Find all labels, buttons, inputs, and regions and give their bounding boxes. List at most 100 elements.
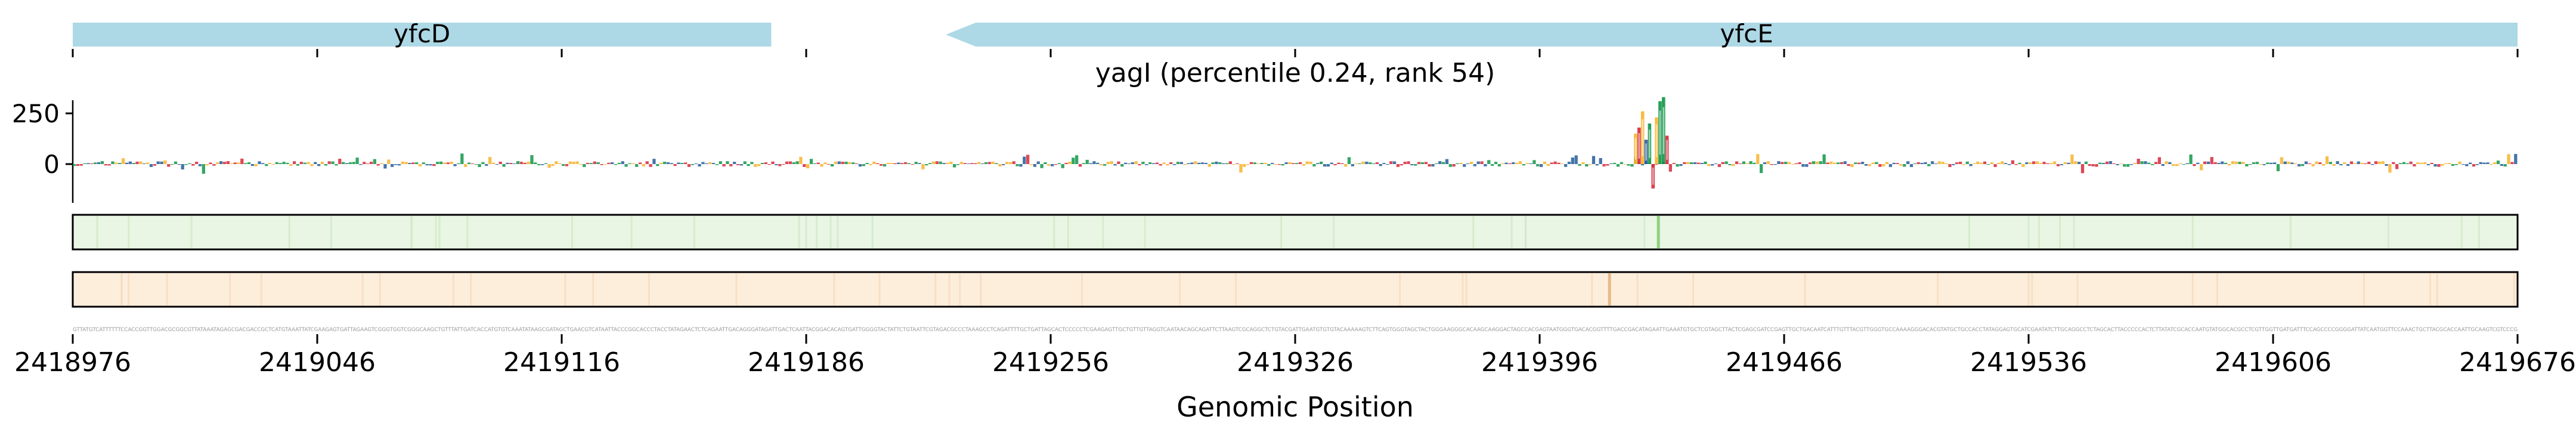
logo-letter (2203, 161, 2207, 164)
logo-letter (645, 161, 649, 164)
logo-letter (83, 163, 86, 164)
logo-letter (2070, 154, 2074, 164)
logo-letter (1176, 162, 1180, 164)
logo-letter (2451, 164, 2454, 166)
logo-letter (2206, 161, 2210, 164)
x-tick-label: 2419046 (259, 347, 376, 378)
logo-letter (2469, 162, 2472, 164)
logo-letter (2217, 162, 2221, 164)
logo-letter (1574, 155, 1578, 164)
logo-letter (1256, 163, 1260, 164)
logo-letter (736, 164, 740, 165)
logo-letter (271, 164, 275, 165)
logo-letter (911, 164, 914, 165)
logo-letter (306, 162, 310, 164)
logo-letter (1351, 164, 1354, 166)
logo-letter (1840, 162, 1843, 164)
logo-letter (1491, 164, 1494, 166)
logo-letter (583, 164, 586, 167)
logo-peak (1665, 135, 1669, 164)
logo-letter (513, 163, 516, 164)
gene-track-axis (72, 49, 2519, 57)
logo-letter (722, 164, 726, 166)
gene-yfcE: yfcE (946, 19, 2518, 48)
logo-letter (586, 162, 590, 164)
logo-letter (666, 162, 670, 164)
logo-letter (2311, 164, 2315, 166)
logo-letter (2367, 162, 2371, 164)
logo-letter (2315, 161, 2318, 164)
logo-letter (373, 159, 376, 164)
logo-letter (2405, 163, 2409, 164)
logo-letter (935, 161, 939, 164)
logo-letter (230, 163, 233, 164)
logo-letter (1225, 163, 1229, 164)
logo-letter (1871, 162, 1875, 164)
logo-letter (1522, 164, 1525, 166)
logo-letter (680, 162, 684, 164)
logo-letter (415, 162, 419, 164)
logo-letter (1330, 162, 1333, 164)
logo-letter (1508, 163, 1512, 164)
logo-letter (795, 161, 799, 164)
logo-letter (1875, 162, 1878, 164)
logo-peak-inner (1645, 143, 1647, 161)
logo-letter (852, 162, 855, 164)
logo-letter (219, 161, 223, 164)
logo-letter (1473, 164, 1476, 166)
logo-letter (921, 164, 925, 169)
logo-letter (2482, 162, 2486, 164)
logo-letter (1903, 164, 1906, 167)
logo-letter (282, 162, 286, 164)
logo-letter (2039, 163, 2042, 164)
logo-letter (114, 162, 118, 164)
logo-letter (631, 163, 635, 164)
logo-letter (1829, 161, 1833, 164)
logo-letter (1002, 164, 1005, 165)
logo-letter (2381, 161, 2385, 164)
logo-letter (939, 161, 942, 164)
logo-letter (1540, 164, 1543, 167)
logo-letter (1567, 162, 1571, 164)
logo-letter (600, 164, 603, 165)
logo-letter (2301, 164, 2305, 166)
logo-letter (1253, 162, 1256, 164)
logo-peak (1655, 117, 1658, 164)
logo-letter (481, 162, 485, 164)
logo-letter (181, 164, 184, 169)
logo-letter (139, 161, 143, 164)
logo-letter (995, 163, 998, 164)
logo-letter (2151, 164, 2154, 165)
logo-letter (1885, 162, 1889, 164)
logo-letter (286, 162, 289, 164)
logo-letter (2140, 161, 2144, 164)
logo-letter (1738, 163, 1742, 164)
logo-letter (568, 161, 572, 164)
logo-letter (1407, 161, 1410, 164)
logo-letter (970, 163, 974, 164)
logo-letter (2042, 162, 2046, 164)
logo-letter (499, 161, 502, 164)
logo-letter (2182, 164, 2185, 165)
logo-letter (809, 159, 813, 164)
logo-letter (1400, 164, 1403, 166)
logo-letter (589, 163, 593, 164)
logo-letter (94, 162, 97, 164)
logo-letter (209, 162, 212, 164)
logo-letter (1700, 163, 1704, 164)
logo-letter (596, 162, 600, 164)
logo-letter (1302, 164, 1305, 166)
logo-letter (1753, 162, 1756, 164)
logo-letter (1036, 161, 1040, 164)
logo-letter (862, 164, 865, 166)
logo-letter (1882, 164, 1885, 166)
logo-letter (1766, 161, 1770, 164)
logo-letter (876, 163, 880, 164)
logo-letter (2332, 164, 2336, 166)
logo-letter (516, 161, 520, 164)
logo-letter (942, 163, 946, 164)
logo-letter (1200, 162, 1205, 164)
logo-letter (593, 161, 596, 164)
logo-letter (2392, 162, 2395, 164)
logo-letter (1267, 164, 1271, 166)
